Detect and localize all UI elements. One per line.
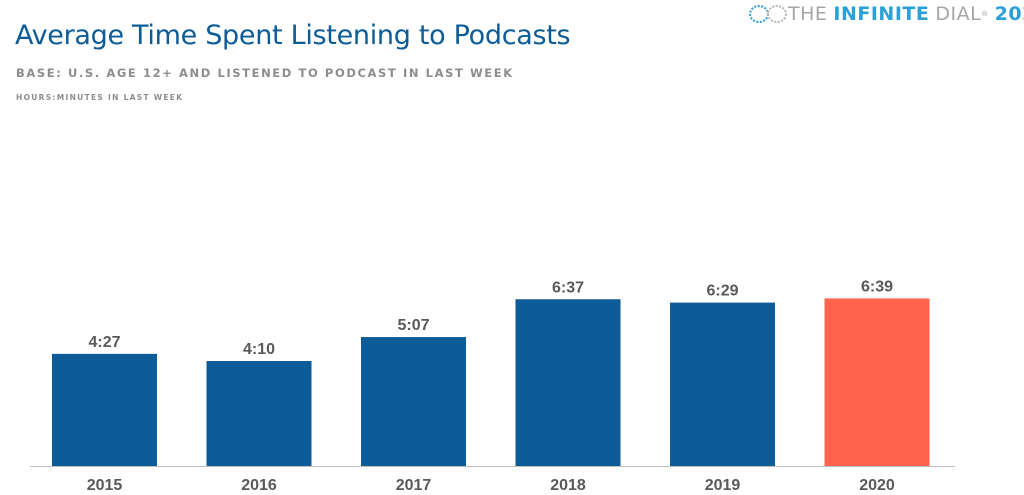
x-tick-2020: 2020 (859, 477, 895, 494)
bar-2017 (361, 337, 466, 466)
data-label-2018: 6:37 (552, 279, 584, 296)
logo-the: THE (788, 3, 828, 25)
bar-2018 (515, 299, 621, 466)
x-tick-2017: 2017 (396, 477, 432, 494)
chart-title: Average Time Spent Listening to Podcasts (15, 20, 571, 51)
bar-2015 (52, 353, 157, 466)
data-label-2020: 6:39 (861, 278, 893, 295)
chart-subtitle: BASE: U.S. AGE 12+ AND LISTENED TO PODCA… (16, 66, 514, 80)
data-label-2017: 5:07 (397, 317, 429, 334)
infinite-dial-logo: THE INFINITE DIAL® 2020 (748, 3, 1024, 25)
bar-2020 (824, 298, 930, 466)
data-label-2015: 4:27 (88, 334, 120, 351)
y-axis-label: HOURS:MINUTES IN LAST WEEK (16, 93, 184, 102)
data-label-2016: 4:10 (243, 341, 275, 358)
data-label-2019: 6:29 (706, 283, 738, 300)
x-tick-2015: 2015 (87, 477, 123, 494)
bar-2016 (206, 361, 312, 466)
logo-dial: DIAL (935, 3, 982, 25)
logo-infinite: INFINITE (833, 3, 930, 25)
x-tick-2019: 2019 (705, 477, 741, 494)
x-tick-2016: 2016 (241, 477, 277, 494)
infinity-icon (749, 5, 787, 23)
logo-registered: ® (981, 10, 989, 18)
bar-2019 (670, 302, 775, 466)
logo-year: 2020 (994, 3, 1024, 25)
x-tick-2018: 2018 (550, 477, 586, 494)
